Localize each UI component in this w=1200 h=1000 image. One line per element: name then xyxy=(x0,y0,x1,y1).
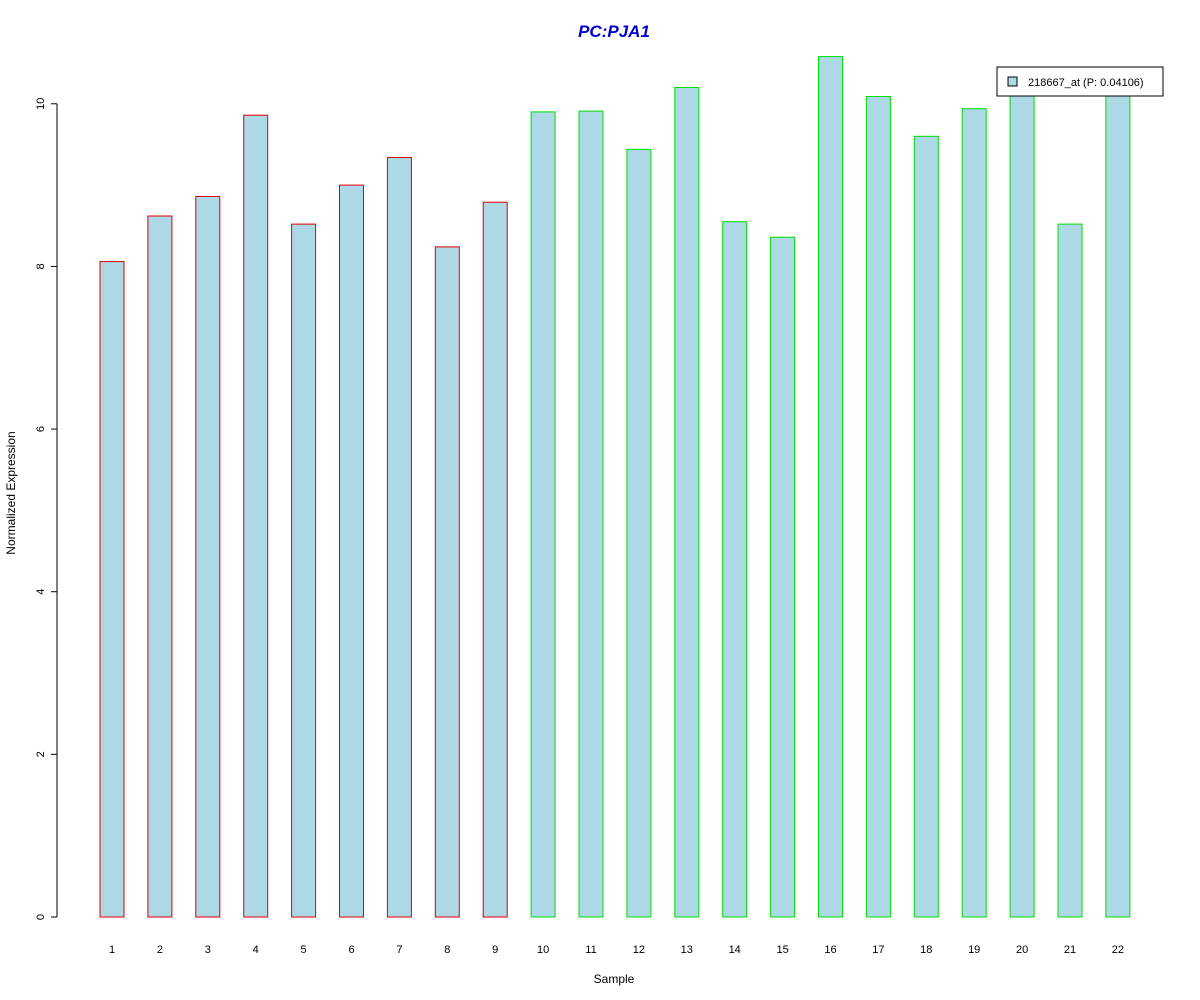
x-tick-label: 8 xyxy=(444,944,450,956)
bar-sample-20 xyxy=(1009,91,1035,918)
bar-sample-16 xyxy=(818,56,843,918)
x-axis-title: Sample xyxy=(594,972,635,986)
x-tick-label: 4 xyxy=(253,944,259,956)
legend: 218667_at (P: 0.04106) xyxy=(996,66,1164,97)
bar-sample-15 xyxy=(770,236,796,918)
bars-group xyxy=(99,56,1131,918)
x-tick-label: 9 xyxy=(492,944,498,956)
x-tick-label: 6 xyxy=(348,944,354,956)
bar-sample-21 xyxy=(1057,223,1083,918)
y-tick-label: 4 xyxy=(35,589,47,595)
x-tick-label: 14 xyxy=(729,944,741,956)
x-tick-label: 19 xyxy=(968,944,980,956)
bar-sample-10 xyxy=(530,111,556,918)
y-tick-label: 0 xyxy=(35,914,47,920)
x-tick-label: 2 xyxy=(157,944,163,956)
x-tick-labels: 1 2 3 4 5 6 7 8 9 10 11 12 13 14 15 16 17 18 19 20 21 22 xyxy=(109,944,1124,956)
x-tick-label: 5 xyxy=(301,944,307,956)
bar-sample-8 xyxy=(434,246,460,918)
bar-sample-9 xyxy=(482,201,508,918)
y-tick-label: 2 xyxy=(35,751,47,757)
x-tick-label: 7 xyxy=(396,944,402,956)
x-tick-label: 17 xyxy=(872,944,884,956)
legend-label: 218667_at (P: 0.04106) xyxy=(1028,77,1144,89)
y-tick-label: 10 xyxy=(35,98,47,110)
y-tick-label: 8 xyxy=(35,263,47,269)
bar-sample-2 xyxy=(147,215,173,918)
bar-sample-18 xyxy=(913,135,939,918)
bar-sample-6 xyxy=(339,184,364,918)
y-tick-label: 6 xyxy=(35,426,47,432)
bar-sample-3 xyxy=(195,196,221,918)
bar-sample-1 xyxy=(99,261,125,918)
legend-swatch xyxy=(1007,76,1018,87)
bar-sample-14 xyxy=(722,221,748,918)
bar-sample-17 xyxy=(865,96,891,918)
bar-sample-11 xyxy=(578,110,604,918)
bar-sample-4 xyxy=(243,114,269,918)
x-tick-label: 11 xyxy=(585,944,596,956)
x-tick-label: 12 xyxy=(633,944,645,956)
bar-sample-19 xyxy=(961,108,987,918)
y-axis: 0 2 4 6 8 10 xyxy=(35,98,58,920)
legend-box xyxy=(996,66,1164,97)
x-tick-label: 15 xyxy=(776,944,788,956)
bar-sample-7 xyxy=(386,157,412,918)
y-axis-title: Normalized Expression xyxy=(4,431,18,554)
x-tick-label: 3 xyxy=(205,944,211,956)
x-tick-label: 1 xyxy=(109,944,115,956)
bar-sample-5 xyxy=(291,223,317,918)
x-tick-label: 18 xyxy=(920,944,932,956)
x-tick-label: 20 xyxy=(1016,944,1028,956)
chart-title: PC:PJA1 xyxy=(578,22,650,41)
bar-sample-12 xyxy=(626,148,652,918)
x-tick-label: 22 xyxy=(1112,944,1124,956)
bar-sample-13 xyxy=(674,87,700,918)
x-tick-label: 13 xyxy=(681,944,693,956)
x-tick-label: 10 xyxy=(537,944,549,956)
x-tick-label: 16 xyxy=(824,944,836,956)
x-tick-label: 21 xyxy=(1064,944,1076,956)
bar-sample-22 xyxy=(1105,90,1131,918)
